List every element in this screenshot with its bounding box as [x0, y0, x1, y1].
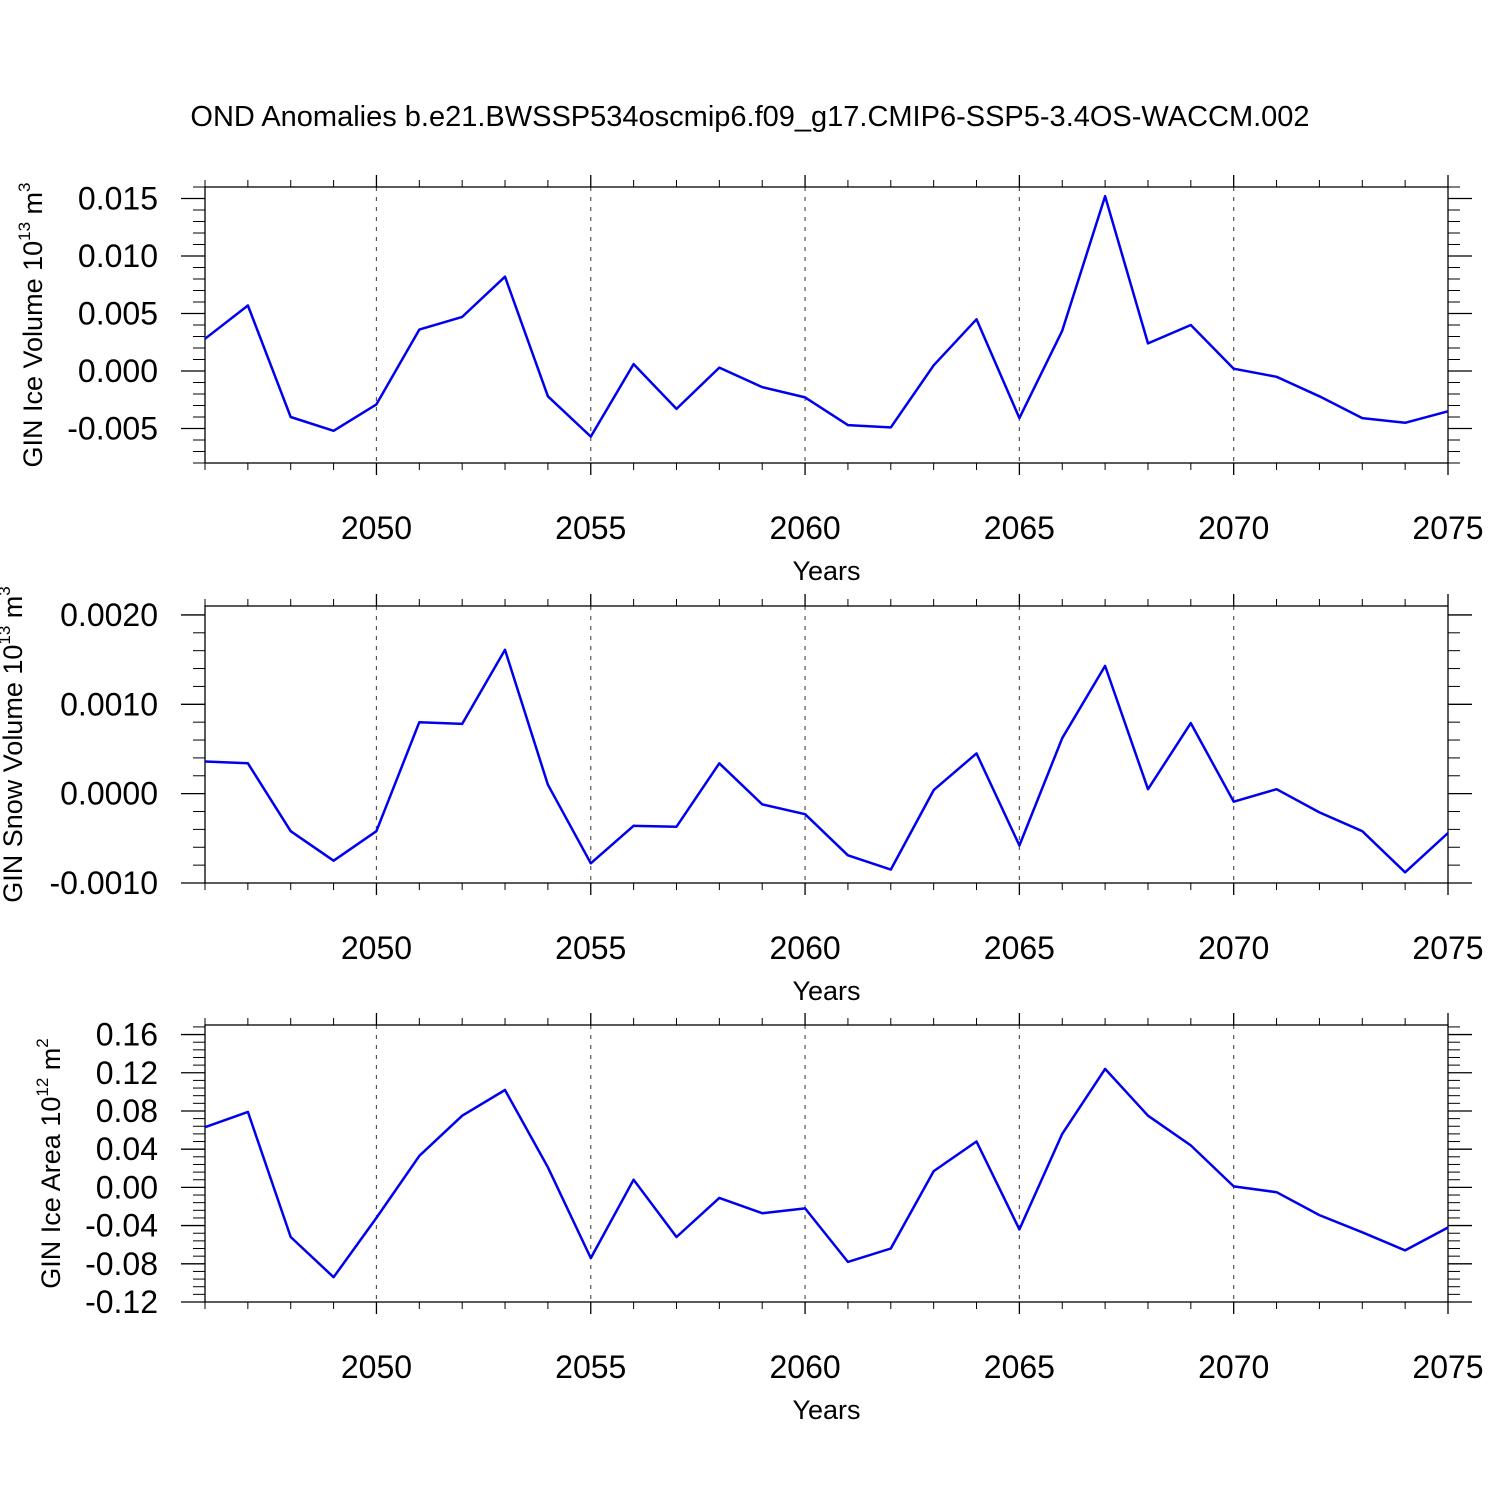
- x-tick-label: 2060: [769, 510, 840, 546]
- x-tick-label: 2050: [341, 510, 412, 546]
- y-axis-label: GIN Ice Area 1012 m2: [33, 1038, 66, 1289]
- y-tick-label: 0.04: [96, 1131, 158, 1167]
- y-tick-label: 0.08: [96, 1093, 158, 1129]
- x-tick-label: 2070: [1198, 930, 1269, 966]
- x-tick-label: 2050: [341, 1349, 412, 1385]
- y-tick-label: -0.12: [85, 1284, 158, 1320]
- x-tick-label: 2070: [1198, 510, 1269, 546]
- y-tick-label: 0.00: [96, 1169, 158, 1205]
- y-tick-label: -0.08: [85, 1246, 158, 1282]
- x-tick-label: 2065: [984, 1349, 1055, 1385]
- x-axis-label: Years: [792, 976, 860, 1006]
- series-line: [204, 1067, 1449, 1279]
- y-tick-label: 0.010: [78, 238, 158, 274]
- plot-frame: [204, 186, 1449, 464]
- panel-2: -0.0010 0.0000 0.0010 0.0020 2050 2055 2060 206…: [0, 586, 1484, 1006]
- x-tick-label: 2075: [1412, 510, 1483, 546]
- plot-frame: [204, 605, 1449, 884]
- y-tick-label: -0.04: [85, 1208, 158, 1244]
- y-axis-label: GIN Ice Volume 1013 m3: [15, 182, 48, 467]
- y-tick-label: 0.015: [78, 181, 158, 217]
- y-tick-label: 0.0010: [60, 686, 158, 722]
- x-tick-label: 2075: [1412, 1349, 1483, 1385]
- x-tick-label: 2065: [984, 930, 1055, 966]
- panel-3: -0.12-0.08-0.040.000.040.080.120.16 2050 2…: [33, 1013, 1484, 1425]
- plot-frame: [204, 1024, 1449, 1303]
- x-tick-label: 2060: [769, 930, 840, 966]
- series-line: [204, 648, 1449, 874]
- y-tick-label: 0.000: [78, 353, 158, 389]
- x-tick-label: 2050: [341, 930, 412, 966]
- y-tick-label: 0.0020: [60, 597, 158, 633]
- chart-title: OND Anomalies b.e21.BWSSP534oscmip6.f09_…: [190, 101, 1309, 133]
- x-tick-label: 2075: [1412, 930, 1483, 966]
- x-tick-label: 2055: [555, 930, 626, 966]
- y-tick-label: 0.005: [78, 296, 158, 332]
- x-tick-label: 2055: [555, 510, 626, 546]
- y-tick-label: 0.16: [96, 1017, 158, 1053]
- panel-1: -0.005 0.000 0.005 0.010 0.015 2050 2055 2060 20…: [15, 175, 1484, 586]
- x-axis-label: Years: [792, 1395, 860, 1425]
- y-tick-label: -0.0010: [49, 865, 158, 901]
- y-tick-label: 0.12: [96, 1055, 158, 1091]
- y-tick-label: 0.0000: [60, 776, 158, 812]
- x-tick-label: 2055: [555, 1349, 626, 1385]
- x-tick-label: 2070: [1198, 1349, 1269, 1385]
- series-line: [204, 194, 1449, 438]
- y-tick-label: -0.005: [67, 411, 158, 447]
- y-axis-label: GIN Snow Volume 1013 m3: [0, 586, 28, 903]
- x-tick-label: 2065: [984, 510, 1055, 546]
- x-tick-label: 2060: [769, 1349, 840, 1385]
- x-axis-label: Years: [792, 556, 860, 586]
